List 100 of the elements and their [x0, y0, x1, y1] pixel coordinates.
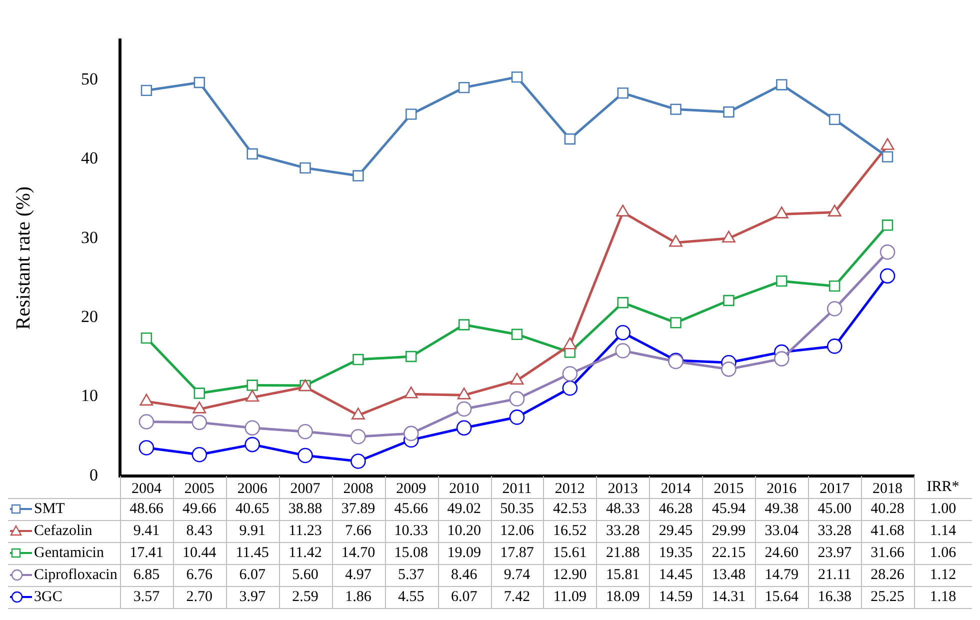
legend-label: Ciprofloxacin [34, 566, 118, 583]
point [138, 414, 154, 430]
x-tick-label: 2015 [714, 480, 744, 497]
data-label: 5.37 [398, 566, 425, 583]
point [882, 151, 894, 162]
legend-label: 3GC [34, 588, 62, 605]
data-label: 13.48 [712, 566, 746, 583]
data-label: 45.00 [818, 500, 852, 517]
point [350, 454, 366, 469]
point [880, 268, 896, 284]
data-label: 23.97 [818, 544, 852, 561]
point [670, 104, 682, 115]
point [456, 401, 472, 417]
point [564, 133, 576, 145]
data-label: 6.07 [239, 566, 266, 583]
text: 1.06 [930, 544, 957, 561]
data-label: 11.45 [236, 544, 269, 561]
x-tick-label: 2008 [343, 480, 374, 497]
data-label: 15.64 [764, 588, 800, 605]
point [352, 354, 364, 366]
data-label: 29.99 [712, 522, 746, 539]
point [829, 114, 840, 126]
point [138, 440, 154, 456]
data-label: 42.53 [553, 500, 587, 517]
data-label: 41.68 [870, 522, 904, 539]
point [350, 428, 366, 444]
point [776, 79, 788, 90]
legend-label: Cefazolin [34, 522, 93, 539]
data-label: 33.28 [818, 522, 852, 539]
data-label: 15.08 [394, 544, 428, 561]
data-label: 9.41 [133, 522, 160, 539]
point [670, 317, 682, 328]
x-tick-label: 2005 [184, 480, 214, 497]
data-label: 28.26 [870, 566, 905, 583]
data-label: 19.09 [447, 544, 481, 561]
data-label: 6.07 [450, 588, 478, 605]
data-label: 12.90 [553, 566, 587, 583]
point [829, 280, 840, 292]
point [617, 297, 628, 308]
data-label: 3.57 [133, 588, 160, 605]
y-tick-label: 0 [90, 465, 98, 484]
x-tick-label: 2011 [502, 480, 532, 497]
point [617, 87, 628, 99]
point [406, 350, 417, 362]
point [246, 148, 258, 160]
point [880, 244, 896, 260]
y-tick-label: 20 [81, 306, 98, 326]
point [826, 301, 842, 316]
data-label: 16.52 [553, 522, 587, 539]
point [194, 388, 205, 399]
data-label: 22.15 [712, 544, 746, 561]
data-label: 6.76 [186, 566, 214, 583]
data-label: 8.43 [186, 522, 213, 539]
legend-label: SMT [34, 500, 65, 517]
data-label: 18.09 [606, 588, 640, 605]
data-label: 11.42 [288, 544, 322, 561]
data-label: 48.33 [606, 500, 640, 517]
data-label: 10.33 [394, 522, 428, 539]
data-label: 17.41 [130, 544, 164, 561]
data-label: 21.11 [818, 566, 852, 583]
y-tick-label: 10 [81, 386, 98, 406]
point [298, 448, 313, 464]
text: 1.14 [930, 522, 957, 539]
point [562, 366, 578, 382]
data-label: 25.25 [870, 588, 904, 605]
data-label: 11.09 [553, 588, 587, 605]
data-label: 40.28 [870, 500, 904, 517]
data-label: 49.66 [182, 500, 217, 517]
text: 1.00 [930, 500, 956, 517]
data-label: 46.28 [658, 500, 693, 517]
point [458, 82, 470, 94]
point [300, 162, 311, 174]
point [511, 71, 523, 83]
point [723, 294, 734, 306]
data-label: 14.31 [712, 588, 746, 605]
data-label: 33.04 [764, 522, 800, 539]
data-label: 24.60 [764, 544, 799, 561]
data-label: 45.94 [712, 500, 746, 517]
point [456, 420, 472, 436]
point [615, 325, 631, 340]
x-tick-label: 2018 [872, 480, 903, 497]
data-label: 14.59 [658, 588, 693, 605]
data-label: 8.46 [450, 566, 478, 583]
data-label: 10.44 [182, 544, 217, 561]
data-label: 9.74 [504, 566, 531, 583]
x-tick-label: 2010 [449, 480, 480, 497]
data-label: 40.65 [235, 500, 270, 517]
point [723, 106, 734, 118]
x-tick-label: 2006 [237, 480, 268, 497]
data-label: 14.70 [341, 544, 376, 561]
data-label: 19.35 [658, 544, 693, 561]
point [882, 220, 894, 231]
point [244, 420, 260, 436]
point [826, 338, 842, 354]
point [458, 319, 470, 330]
text: 1.18 [930, 588, 956, 605]
legend-label: Gentamicin [34, 544, 104, 561]
data-label: 14.45 [658, 566, 693, 583]
point [406, 108, 417, 120]
x-tick-label: 2014 [660, 480, 692, 497]
